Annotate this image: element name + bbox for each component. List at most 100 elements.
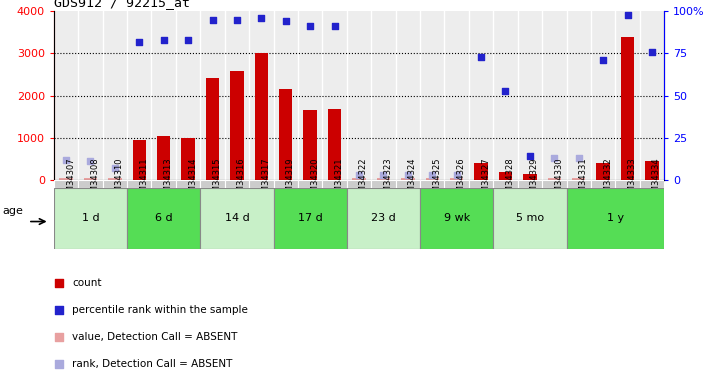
Text: age: age (3, 206, 24, 216)
Text: GDS912 / 92215_at: GDS912 / 92215_at (54, 0, 190, 9)
Text: GSM34323: GSM34323 (383, 158, 393, 203)
Text: 9 wk: 9 wk (444, 213, 470, 223)
Point (231, 16, 243, 22)
Bar (567, 11, 591, 180)
Bar (274, 188, 347, 249)
Bar (103, 180, 127, 188)
Bar (200, 11, 225, 180)
Text: 23 d: 23 d (371, 213, 396, 223)
Bar (493, 180, 518, 188)
Bar (493, 188, 567, 249)
Bar (255, 53, 268, 180)
Bar (347, 180, 371, 188)
Point (53, 361, 65, 367)
Bar (249, 180, 274, 188)
Bar (225, 11, 249, 180)
Bar (518, 180, 542, 188)
Bar (176, 11, 200, 180)
Point (524, 153, 536, 159)
Bar (298, 11, 322, 180)
Text: GSM34330: GSM34330 (554, 158, 564, 203)
Bar (475, 163, 488, 180)
Bar (54, 188, 127, 249)
Bar (249, 11, 274, 180)
Text: GSM34313: GSM34313 (164, 158, 173, 203)
Bar (469, 180, 493, 188)
Bar (279, 89, 292, 180)
Point (53, 334, 65, 340)
Bar (206, 78, 219, 180)
Point (53, 307, 65, 313)
Bar (420, 180, 444, 188)
Bar (645, 161, 658, 180)
Point (500, 88, 511, 94)
Text: GSM34314: GSM34314 (188, 158, 197, 203)
Bar (200, 188, 274, 249)
Bar (322, 180, 347, 188)
Bar (567, 180, 591, 188)
Point (378, 172, 389, 178)
Text: 6 d: 6 d (155, 213, 172, 223)
Point (53, 280, 65, 286)
Bar (322, 11, 347, 180)
Text: GSM34319: GSM34319 (286, 158, 295, 203)
Bar (371, 11, 396, 180)
Text: GSM34315: GSM34315 (213, 158, 222, 203)
Bar (127, 180, 151, 188)
Bar (371, 180, 396, 188)
Bar (200, 180, 225, 188)
Bar (84, 178, 97, 180)
Bar (157, 136, 170, 180)
Text: GSM34311: GSM34311 (139, 158, 149, 203)
Text: GSM34308: GSM34308 (90, 158, 100, 203)
Point (182, 37, 194, 43)
Bar (640, 180, 664, 188)
Point (60, 157, 72, 163)
Text: GSM34326: GSM34326 (457, 158, 466, 203)
Bar (60, 178, 73, 180)
Bar (450, 178, 463, 180)
Point (329, 23, 340, 30)
Bar (591, 11, 615, 180)
Point (622, 12, 633, 18)
Bar (444, 180, 469, 188)
Point (353, 172, 365, 178)
Bar (542, 180, 567, 188)
Text: GSM34317: GSM34317 (261, 158, 271, 203)
Point (549, 155, 560, 161)
Bar (347, 188, 420, 249)
Bar (347, 11, 371, 180)
Point (85, 158, 96, 164)
Text: 17 d: 17 d (298, 213, 322, 223)
Text: rank, Detection Call = ABSENT: rank, Detection Call = ABSENT (72, 359, 233, 369)
Text: 1 d: 1 d (82, 213, 99, 223)
Text: GSM34324: GSM34324 (408, 158, 417, 203)
Text: GSM34321: GSM34321 (335, 158, 344, 203)
Bar (298, 180, 322, 188)
Text: GSM34328: GSM34328 (505, 158, 515, 203)
Bar (499, 172, 512, 180)
Text: GSM34327: GSM34327 (481, 158, 490, 203)
Text: 1 y: 1 y (607, 213, 624, 223)
Bar (182, 138, 195, 180)
Text: GSM34333: GSM34333 (628, 158, 637, 204)
Text: GSM34322: GSM34322 (359, 158, 368, 203)
Text: value, Detection Call = ABSENT: value, Detection Call = ABSENT (72, 332, 238, 342)
Bar (274, 11, 298, 180)
Point (646, 49, 658, 55)
Bar (328, 109, 341, 180)
Bar (469, 11, 493, 180)
Bar (78, 11, 103, 180)
Point (158, 37, 169, 43)
Bar (401, 178, 414, 180)
Text: GSM34329: GSM34329 (530, 158, 539, 203)
Text: GSM34316: GSM34316 (237, 158, 246, 203)
Text: count: count (72, 278, 102, 288)
Bar (572, 178, 585, 180)
Text: GSM34310: GSM34310 (115, 158, 124, 203)
Bar (103, 11, 127, 180)
Text: GSM34307: GSM34307 (66, 158, 75, 203)
Bar (108, 178, 121, 180)
Bar (127, 188, 200, 249)
Bar (420, 188, 493, 249)
